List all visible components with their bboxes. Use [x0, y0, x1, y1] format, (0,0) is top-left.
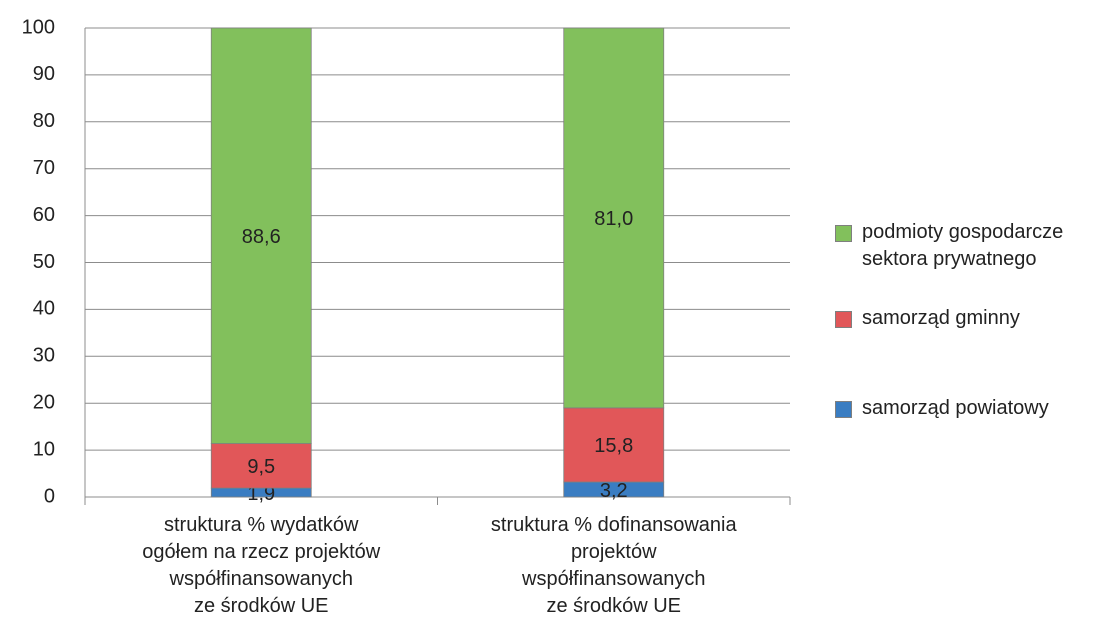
- legend-swatch: [835, 311, 852, 328]
- legend-item: podmioty gospodarcze sektora prywatnego: [835, 219, 1105, 273]
- y-tick-label: 0: [44, 485, 55, 507]
- y-tick-label: 10: [33, 438, 55, 460]
- data-label: 15,8: [594, 435, 633, 457]
- legend-swatch: [835, 401, 852, 418]
- x-tick-label: struktura % wydatków ogółem na rzecz pro…: [142, 514, 381, 617]
- y-tick-label: 70: [33, 157, 55, 179]
- legend-swatch: [835, 225, 852, 242]
- y-tick-label: 20: [33, 391, 55, 413]
- y-tick-label: 80: [33, 110, 55, 132]
- bar-segment: [210, 443, 312, 489]
- y-tick-label: 40: [33, 298, 55, 320]
- y-tick-label: 30: [33, 345, 55, 367]
- y-tick-label: 50: [33, 251, 55, 273]
- bar-segment: [210, 27, 312, 444]
- bar-segment: [563, 27, 665, 409]
- y-tick-label: 60: [33, 204, 55, 226]
- bar-segment: [563, 407, 665, 483]
- y-tick-label: 90: [33, 63, 55, 85]
- y-tick-label: 100: [22, 16, 55, 38]
- legend-item: samorząd gminny: [835, 305, 1105, 332]
- data-label: 9,5: [247, 456, 275, 478]
- legend-item: samorząd powiatowy: [835, 395, 1105, 422]
- data-label: 81,0: [594, 208, 633, 230]
- data-label: 88,6: [242, 226, 281, 248]
- legend-label: samorząd powiatowy: [862, 397, 1049, 419]
- data-label: 3,2: [600, 480, 628, 502]
- legend-label: podmioty gospodarcze sektora prywatnego: [862, 221, 1064, 270]
- x-tick-label: struktura % dofinansowania projektów wsp…: [490, 514, 737, 617]
- legend-label: samorząd gminny: [862, 307, 1020, 329]
